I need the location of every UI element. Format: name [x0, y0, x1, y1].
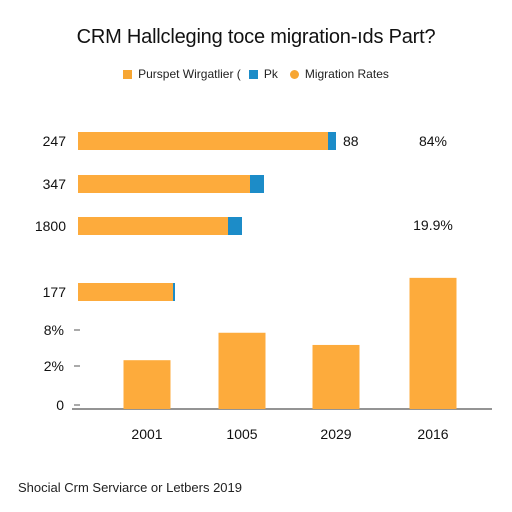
annotation-0: 84% — [419, 133, 447, 149]
hbar-3 — [78, 283, 173, 301]
legend-swatch-purspet — [123, 69, 133, 79]
hbar-accent-1 — [250, 175, 264, 193]
y-tick-label-2: 0 — [56, 397, 64, 413]
hbar-category-label-2: 1800 — [35, 218, 66, 234]
legend-swatch-migration-rates — [289, 69, 299, 79]
y-tick-label-0: 8% — [44, 322, 64, 338]
legend-label-migration-rates: Migration Rates — [304, 67, 389, 81]
hbar-category-label-0: 247 — [43, 133, 67, 149]
annotation-1: 19.9% — [413, 217, 453, 233]
legend-item-migration-rates: Migration Rates — [289, 67, 389, 81]
hbar-1 — [78, 175, 250, 193]
y-tick-label-1: 2% — [44, 358, 64, 374]
hbar-category-label-1: 347 — [43, 176, 67, 192]
hbar-0 — [78, 132, 328, 150]
hbar-accent-2 — [228, 217, 242, 235]
legend-swatch-pk — [248, 69, 258, 79]
legend-item-purspet: Purspet Wirgatlier ( — [123, 67, 241, 81]
chart-caption: Shocial Crm Serviarce or Letbers 2019 — [18, 480, 242, 495]
legend: Purspet Wirgatlier ( Pk Migration Rates — [0, 67, 512, 81]
x-tick-label-2: 2029 — [320, 426, 351, 442]
chart-title: CRM Hallcleging toce migration-ıds Part? — [76, 26, 436, 48]
x-tick-label-1: 1005 — [226, 426, 257, 442]
x-tick-label-0: 2001 — [131, 426, 162, 442]
legend-label-pk: Pk — [263, 67, 278, 81]
hbar-category-label-3: 177 — [43, 284, 67, 300]
legend-item-pk: Pk — [248, 67, 278, 81]
vbar-1 — [218, 332, 266, 409]
vbar-2 — [312, 344, 360, 409]
x-tick-label-3: 2016 — [417, 426, 448, 442]
hbar-data-label-0: 88 — [343, 133, 359, 149]
vbar-3 — [409, 277, 457, 409]
legend-label-purspet: Purspet Wirgatlier ( — [138, 67, 241, 81]
hbar-accent-0 — [328, 132, 336, 150]
vbar-0 — [123, 360, 171, 409]
hbar-2 — [78, 217, 228, 235]
hbar-accent-3 — [173, 283, 175, 301]
